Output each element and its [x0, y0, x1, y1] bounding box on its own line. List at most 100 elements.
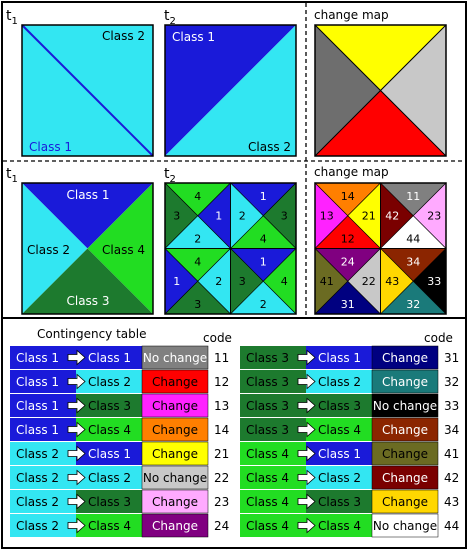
left-table-row: Class 2 Class 4 Change 24: [10, 513, 229, 538]
left-table-result-cell: [141, 513, 209, 538]
right-table-from-label: Class 3: [246, 399, 289, 413]
row2-t2-quad-4-bottom-label: 2: [260, 298, 267, 311]
left-table-row: Class 1 Class 3 Change 13: [10, 393, 229, 418]
right-table-to-label: Class 4: [318, 423, 361, 437]
left-table-row: Class 2 Class 2 No change 22: [10, 465, 229, 490]
right-table-from-cell: [240, 490, 306, 513]
row1-t2-label: t2: [164, 8, 176, 27]
right-table-code: 43: [444, 495, 459, 509]
row2-t2-quad-3-top-label: 4: [194, 256, 201, 269]
right-table-code: 41: [444, 447, 459, 461]
row2-change-quad-3-right-label: 22: [362, 275, 376, 288]
row2-t2-quad-2-right-label: 3: [281, 210, 288, 223]
contingency-title: Contingency table: [37, 327, 146, 341]
right-table-code: 31: [444, 351, 459, 365]
left-table-result-label: No change: [143, 471, 207, 485]
right-table-code: 42: [444, 471, 459, 485]
right-table-row: Class 4 Class 3 Change 43: [240, 489, 459, 514]
left-table-to-label: Class 4: [88, 519, 131, 533]
row2-t2-label: t2: [164, 166, 176, 185]
left-table-result-cell: [141, 441, 209, 466]
row2-change-quad-4-bottom-label: 32: [406, 298, 420, 311]
row2-t2-quad-2-left-label: 2: [239, 210, 246, 223]
right-table-result-cell: [371, 393, 439, 418]
right-table-result-label: Change: [382, 447, 428, 461]
row2-change-quad-2-top-label: 11: [406, 190, 420, 203]
row1-t2-lower-region: [165, 25, 296, 156]
left-table-to-cell: [76, 370, 142, 393]
right-table-result-cell: [371, 369, 439, 394]
arrow-right-icon: [297, 421, 316, 438]
row2-t1-left-region: [22, 183, 88, 314]
right-table-row: Class 3 Class 3 No change 33: [240, 393, 459, 418]
right-table-result-label: Change: [382, 471, 428, 485]
right-table-code: 34: [444, 423, 459, 437]
left-table-code: 21: [214, 447, 229, 461]
left-table-from-cell: [10, 346, 76, 369]
row2-change-quad-1-left-label: 13: [320, 210, 334, 223]
right-table-row: Class 3 Class 1 Change 31: [240, 345, 459, 370]
right-table-from-label: Class 4: [246, 495, 289, 509]
arrow-right-icon: [297, 469, 316, 486]
row2-change-quad-3-top-label: 24: [341, 256, 355, 269]
right-table-result-cell: [371, 489, 439, 514]
right-table-to-cell: [306, 490, 372, 513]
arrow-right-icon: [67, 469, 86, 486]
row1-t2-lower-label: Class 2: [248, 140, 291, 154]
left-table-to-label: Class 3: [88, 399, 131, 413]
arrow-right-icon: [67, 445, 86, 462]
row2-change-map-label: change map: [314, 165, 389, 179]
right-table-to-cell: [306, 514, 372, 537]
left-table-result-label: Change: [152, 423, 198, 437]
left-table-code: 13: [214, 399, 229, 413]
right-table-result-cell: [371, 417, 439, 442]
right-table-to-label: Class 1: [318, 351, 361, 365]
right-table-code: 32: [444, 375, 459, 389]
row2-change-quad-1-bottom-label: 12: [341, 233, 355, 246]
right-table-to-label: Class 1: [318, 447, 361, 461]
right-table-row: Class 4 Class 1 Change 41: [240, 441, 459, 466]
right-table-to-cell: [306, 394, 372, 417]
left-table-result-cell: [141, 489, 209, 514]
right-table-from-cell: [240, 346, 306, 369]
row2-t1-map: Class 1 Class 2 Class 4 Class 3: [21, 182, 154, 315]
left-table-result-cell: [141, 345, 209, 370]
right-table-to-cell: [306, 418, 372, 441]
left-table-code: 24: [214, 519, 229, 533]
right-table-to-label: Class 3: [318, 399, 361, 413]
left-table-to-label: Class 3: [88, 495, 131, 509]
right-table-result-label: Change: [382, 351, 428, 365]
right-table-result-label: Change: [382, 423, 428, 437]
arrow-right-icon: [297, 349, 316, 366]
right-table-result-label: No change: [373, 399, 437, 413]
left-table-code: 23: [214, 495, 229, 509]
row2-change-quad-3-left-label: 41: [320, 275, 334, 288]
row2-change-map: 14 13 21 12 11 42 23 44 24 41 22 31 34 43 33 32: [314, 182, 447, 315]
left-table-from-cell: [10, 490, 76, 513]
left-table-result-label: Change: [152, 375, 198, 389]
arrow-right-icon: [297, 397, 316, 414]
left-table-to-cell: [76, 442, 142, 465]
left-code-header: code: [203, 331, 232, 345]
row2-t2-quad-3-right-label: 2: [215, 275, 222, 288]
row2-t2-quad-1-left-label: 3: [173, 210, 180, 223]
right-table-to-label: Class 4: [318, 519, 361, 533]
row2-t1-label: t1: [6, 166, 18, 185]
row2-t1-right-region: [87, 183, 153, 314]
row2-change-quad-4-right-label: 33: [427, 275, 441, 288]
right-table-code: 44: [444, 519, 459, 533]
left-table-to-cell: [76, 466, 142, 489]
right-table-to-cell: [306, 442, 372, 465]
row2-t2-quad-3-left-label: 1: [173, 275, 180, 288]
row2-change-quad-4-top-label: 34: [406, 256, 420, 269]
left-table-to-cell: [76, 394, 142, 417]
left-table-to-cell: [76, 514, 142, 537]
left-table-to-label: Class 4: [88, 423, 131, 437]
row2-t2-quad-1-right-label: 1: [215, 210, 222, 223]
left-table-from-cell: [10, 466, 76, 489]
row2-change-quad-3-bottom-label: 31: [341, 298, 355, 311]
left-table-result-label: Change: [152, 519, 198, 533]
row1-t1-diagonal: [21, 24, 154, 157]
left-table-code: 14: [214, 423, 229, 437]
row1-t1-map: Class 2 Class 1: [21, 24, 154, 157]
